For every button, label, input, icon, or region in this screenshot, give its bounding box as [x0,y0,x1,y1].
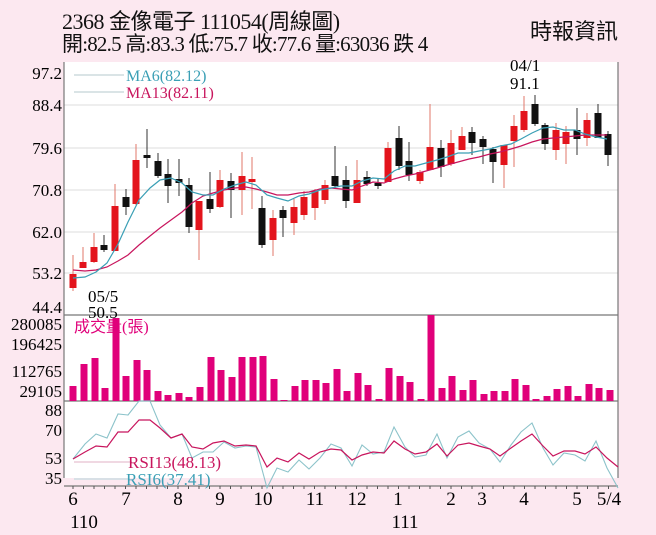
svg-text:29105: 29105 [20,382,63,401]
x-axis-labels: 6 7 8 9 10 11 12 1 2 3 4 5 5/4 110 111 [68,489,621,533]
chart-plot-area [64,62,618,478]
svg-text:44.4: 44.4 [32,298,62,317]
ohlc-summary: 開:82.5 高:83.3 低:75.7 收:77.6 量:63036 跌 4 [62,32,428,56]
low-date-annotation: 05/5 [88,287,118,306]
svg-text:12: 12 [348,489,367,510]
svg-text:10: 10 [254,489,273,510]
svg-text:5/4: 5/4 [597,489,622,510]
ma13-legend: MA13(82.11) [126,85,214,102]
high-date-annotation: 04/1 [510,56,540,75]
high-value-annotation: 91.1 [510,74,540,93]
rsi6-line [72,400,619,490]
volume-legend: 成交量(張) [74,318,149,336]
svg-text:35: 35 [45,469,62,488]
volume-bars [69,315,614,401]
svg-text:11: 11 [306,489,324,510]
svg-text:70.8: 70.8 [32,181,62,200]
ma6-line [72,126,608,279]
brand-label: 時報資訊 [530,19,619,44]
svg-text:7: 7 [121,489,131,510]
rsi-axis-labels: 88 70 53 35 [45,401,62,488]
svg-text:112765: 112765 [12,362,62,381]
svg-text:280085: 280085 [11,315,62,334]
chart-title: 2368 金像電子 111054(周線圖) [62,9,340,34]
low-value-annotation: 50.5 [88,303,118,322]
svg-text:4: 4 [519,489,529,510]
svg-text:110: 110 [70,512,98,533]
price-legend: MA6(82.12) MA13(82.11) [74,68,214,102]
svg-text:62.0: 62.0 [32,223,62,242]
svg-text:2: 2 [446,489,456,510]
svg-text:53.2: 53.2 [32,264,62,283]
svg-text:111: 111 [391,512,418,533]
candlesticks [69,95,612,291]
ma6-legend: MA6(82.12) [126,68,206,85]
svg-text:1: 1 [393,489,403,510]
svg-text:53: 53 [45,449,62,468]
svg-text:9: 9 [215,489,225,510]
ma13-line [72,134,607,272]
svg-text:88.4: 88.4 [32,96,62,115]
svg-text:97.2: 97.2 [32,64,62,83]
svg-text:6: 6 [68,489,78,510]
svg-text:8: 8 [173,489,183,510]
rsi6-legend: RSI6(37.41) [126,470,211,489]
price-grid [64,104,618,274]
svg-text:70: 70 [45,421,62,440]
svg-text:88: 88 [45,401,62,420]
svg-text:196425: 196425 [11,335,62,354]
rsi13-legend: RSI13(48.13) [128,453,221,472]
price-axis-labels: 97.2 88.4 79.6 70.8 62.0 53.2 44.4 [32,64,62,317]
svg-text:3: 3 [477,489,487,510]
x-axis-ticks [72,486,609,489]
svg-text:5: 5 [572,489,582,510]
volume-axis-labels: 280085 196425 112765 29105 [11,315,62,401]
svg-text:79.6: 79.6 [32,139,62,158]
rsi13-line [72,419,619,468]
